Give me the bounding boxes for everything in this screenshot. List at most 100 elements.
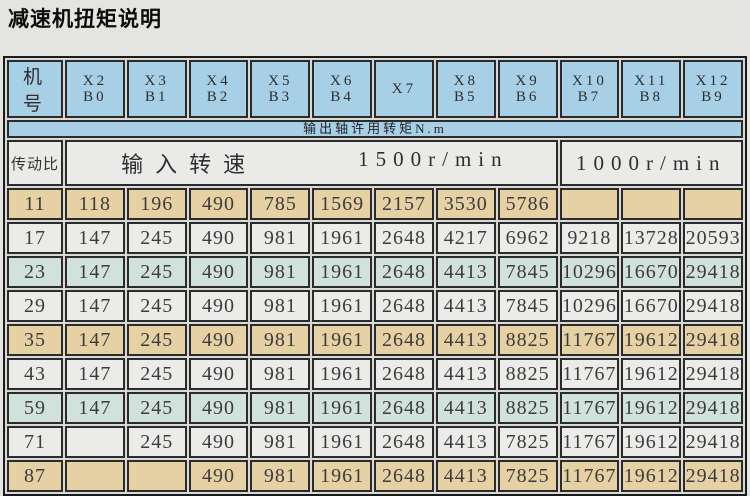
torque-value-cell: 196 [126, 188, 187, 220]
torque-table: 机号 X2 B0 X3 B1 X4 B2 X5 B3 X6 B4 X7 X8 B5 X9 B6 X10 B7 X1… [3, 56, 747, 496]
ratio-cell: 29 [7, 290, 63, 322]
torque-value-cell: 4413 [435, 324, 496, 356]
ratio-cell: 71 [7, 426, 63, 458]
torque-value-cell [621, 188, 682, 220]
ratio-cell: 87 [7, 460, 63, 492]
column-header-x8: X8 B5 [435, 60, 496, 118]
torque-value-cell [683, 188, 743, 220]
torque-value-cell: 1961 [312, 426, 373, 458]
torque-value-cell: 4413 [435, 290, 496, 322]
torque-value-cell [559, 188, 620, 220]
torque-value-cell: 1569 [312, 188, 373, 220]
torque-value-cell: 147 [65, 324, 125, 356]
torque-value-cell: 118 [65, 188, 125, 220]
ratio-column-header: 传动比 [7, 140, 63, 186]
table-row-ratio-71: 71 245 490 981 1961 2648 4413 7825 11767 19612 294… [7, 426, 743, 458]
torque-value-cell: 1961 [312, 222, 373, 254]
table-row-ratio-35: 35 147 245 490 981 1961 2648 4413 8825 11767 19612… [7, 324, 743, 356]
torque-value-cell: 9218 [559, 222, 620, 254]
column-header-x4: X4 B2 [188, 60, 249, 118]
torque-value-cell: 29418 [683, 358, 743, 390]
torque-value-cell: 7845 [497, 290, 558, 322]
torque-value-cell: 245 [126, 324, 187, 356]
torque-value-cell: 19612 [621, 324, 682, 356]
table-row-ratio-29: 29 147 245 490 981 1961 2648 4413 7845 10296 16670… [7, 290, 743, 322]
column-header-x7: X7 [374, 60, 434, 118]
torque-value-cell: 11767 [559, 426, 620, 458]
table-row-ratio-23: 23 147 245 490 981 1961 2648 4413 7845 10296 16670… [7, 256, 743, 288]
torque-value-cell: 490 [188, 222, 249, 254]
torque-value-cell: 981 [250, 392, 311, 424]
torque-value-cell: 5786 [497, 188, 558, 220]
torque-value-cell: 2648 [374, 460, 434, 492]
torque-value-cell: 147 [65, 358, 125, 390]
ratio-cell: 11 [7, 188, 63, 220]
torque-value-cell: 16670 [621, 290, 682, 322]
column-header-x3: X3 B1 [126, 60, 187, 118]
torque-value-cell: 490 [188, 460, 249, 492]
column-header-x9: X9 B6 [497, 60, 558, 118]
speed-1000-label: 1000r/min [559, 140, 743, 186]
ratio-cell: 43 [7, 358, 63, 390]
torque-value-cell: 147 [65, 392, 125, 424]
torque-value-cell: 490 [188, 426, 249, 458]
torque-value-cell: 10296 [559, 290, 620, 322]
torque-value-cell: 490 [188, 358, 249, 390]
torque-value-cell: 245 [126, 222, 187, 254]
table-row-ratio-87: 87 490 981 1961 2648 4413 7825 11767 19612 29418 [7, 460, 743, 492]
ratio-cell: 59 [7, 392, 63, 424]
torque-value-cell: 981 [250, 290, 311, 322]
torque-value-cell: 1961 [312, 290, 373, 322]
speed-1500-label: 1500r/min [358, 147, 509, 171]
machine-number-header: 机号 [7, 60, 63, 118]
torque-value-cell: 147 [65, 256, 125, 288]
torque-value-cell: 6962 [497, 222, 558, 254]
torque-value-cell: 13728 [621, 222, 682, 254]
torque-value-cell: 19612 [621, 358, 682, 390]
torque-value-cell [65, 426, 125, 458]
torque-value-cell: 8825 [497, 358, 558, 390]
torque-value-cell: 1961 [312, 358, 373, 390]
torque-value-cell: 8825 [497, 392, 558, 424]
torque-value-cell: 4413 [435, 426, 496, 458]
column-header-x11: X11 B8 [621, 60, 682, 118]
torque-value-cell: 29418 [683, 290, 743, 322]
torque-value-cell: 11767 [559, 324, 620, 356]
torque-value-cell: 8825 [497, 324, 558, 356]
torque-value-cell: 245 [126, 358, 187, 390]
torque-value-cell: 785 [250, 188, 311, 220]
torque-value-cell: 2648 [374, 290, 434, 322]
speed-header-row: 传动比 输入转速 1500r/min 1000r/min [7, 140, 743, 186]
torque-value-cell: 11767 [559, 392, 620, 424]
torque-value-cell: 4413 [435, 460, 496, 492]
torque-value-cell [126, 460, 187, 492]
torque-value-cell: 981 [250, 324, 311, 356]
torque-value-cell: 245 [126, 426, 187, 458]
torque-value-cell: 10296 [559, 256, 620, 288]
torque-value-cell: 147 [65, 222, 125, 254]
torque-value-cell: 245 [126, 256, 187, 288]
column-header-x2: X2 B0 [65, 60, 125, 118]
torque-value-cell: 7825 [497, 426, 558, 458]
torque-value-cell: 490 [188, 324, 249, 356]
torque-value-cell: 245 [126, 290, 187, 322]
torque-value-cell: 19612 [621, 392, 682, 424]
torque-value-cell: 4413 [435, 256, 496, 288]
torque-value-cell: 2648 [374, 358, 434, 390]
torque-value-cell: 490 [188, 392, 249, 424]
column-header-x5: X5 B3 [250, 60, 311, 118]
page-title: 减速机扭矩说明 [8, 8, 162, 31]
torque-value-cell: 29418 [683, 392, 743, 424]
torque-value-cell: 29418 [683, 324, 743, 356]
torque-value-cell: 19612 [621, 460, 682, 492]
torque-value-cell: 4413 [435, 358, 496, 390]
torque-value-cell: 1961 [312, 392, 373, 424]
torque-value-cell: 19612 [621, 426, 682, 458]
torque-value-cell: 2648 [374, 222, 434, 254]
torque-value-cell: 20593 [683, 222, 743, 254]
torque-value-cell: 1961 [312, 460, 373, 492]
torque-value-cell: 7845 [497, 256, 558, 288]
torque-value-cell: 29418 [683, 426, 743, 458]
column-header-x6: X6 B4 [312, 60, 373, 118]
ratio-cell: 17 [7, 222, 63, 254]
